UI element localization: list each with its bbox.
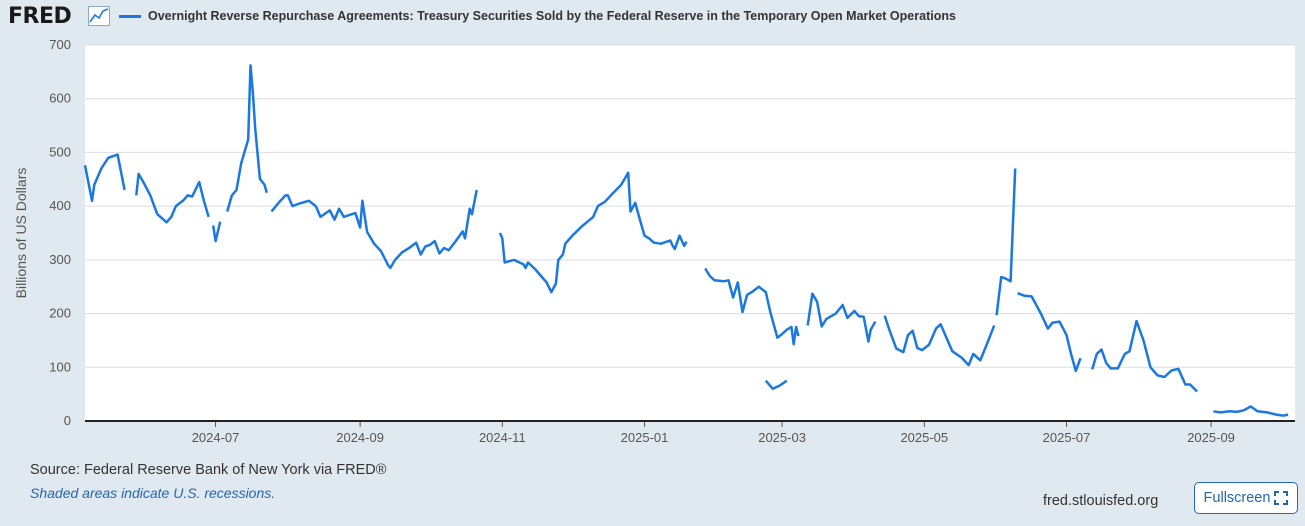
y-tick-label: 100: [49, 359, 71, 374]
x-tick-label: 2024-09: [336, 430, 384, 445]
source-note: Source: Federal Reserve Bank of New York…: [30, 462, 387, 478]
x-tick-label: 2025-05: [900, 430, 948, 445]
y-tick-label: 500: [49, 144, 71, 159]
chart-header: FRED Overnight Reverse Repurchase Agreem…: [0, 0, 1305, 36]
expand-icon: [1274, 491, 1289, 505]
series-title[interactable]: Overnight Reverse Repurchase Agreements:…: [148, 9, 956, 23]
y-tick-label: 700: [49, 37, 71, 52]
series-line-segment[interactable]: [83, 153, 126, 203]
y-tick-label: 0: [64, 413, 71, 428]
series-line-segment[interactable]: [498, 171, 688, 294]
series-line-segment[interactable]: [1091, 319, 1198, 393]
series-line-segment[interactable]: [883, 315, 996, 367]
fred-logo[interactable]: FRED: [8, 4, 72, 29]
series-line-segment[interactable]: [764, 379, 788, 391]
y-tick-label: 600: [49, 91, 71, 106]
series-line-segment[interactable]: [995, 168, 1017, 316]
series-line-segment[interactable]: [704, 267, 800, 346]
x-tick-label: 2024-07: [192, 430, 240, 445]
y-axis-label: Billions of US Dollars: [13, 168, 29, 299]
fred-url[interactable]: fred.stlouisfed.org: [1043, 493, 1159, 509]
plot-area: [85, 45, 1295, 422]
y-tick-label: 200: [49, 306, 71, 321]
line-chart-icon: [88, 6, 110, 26]
recession-note: Shaded areas indicate U.S. recessions.: [30, 485, 276, 501]
series-line-segment[interactable]: [806, 292, 877, 343]
series-line-segment[interactable]: [226, 64, 269, 212]
series-line: [83, 64, 1289, 417]
x-tick-label: 2025-07: [1043, 430, 1091, 445]
y-axis-ticks: 0 100 200 300 400 500 600 700: [49, 37, 71, 428]
series-line-segment[interactable]: [135, 172, 210, 224]
fullscreen-label: Fullscreen: [1203, 490, 1271, 506]
legend-swatch: [119, 15, 141, 18]
series-line-segment[interactable]: [211, 221, 222, 243]
x-axis-ticks: 2024-07 2024-09 2024-11 2025-01 2025-03 2025-…: [192, 421, 1235, 445]
series-line-segment[interactable]: [1213, 405, 1289, 417]
x-tick-label: 2024-11: [479, 430, 526, 445]
x-tick-label: 2025-03: [758, 430, 806, 445]
y-tick-label: 400: [49, 198, 71, 213]
y-tick-label: 300: [49, 252, 71, 267]
series-line-segment[interactable]: [270, 189, 478, 270]
fullscreen-button[interactable]: Fullscreen: [1194, 482, 1298, 514]
x-tick-label: 2025-09: [1187, 430, 1235, 445]
x-tick-label: 2025-01: [621, 430, 669, 445]
series-line-segment[interactable]: [1017, 292, 1082, 373]
